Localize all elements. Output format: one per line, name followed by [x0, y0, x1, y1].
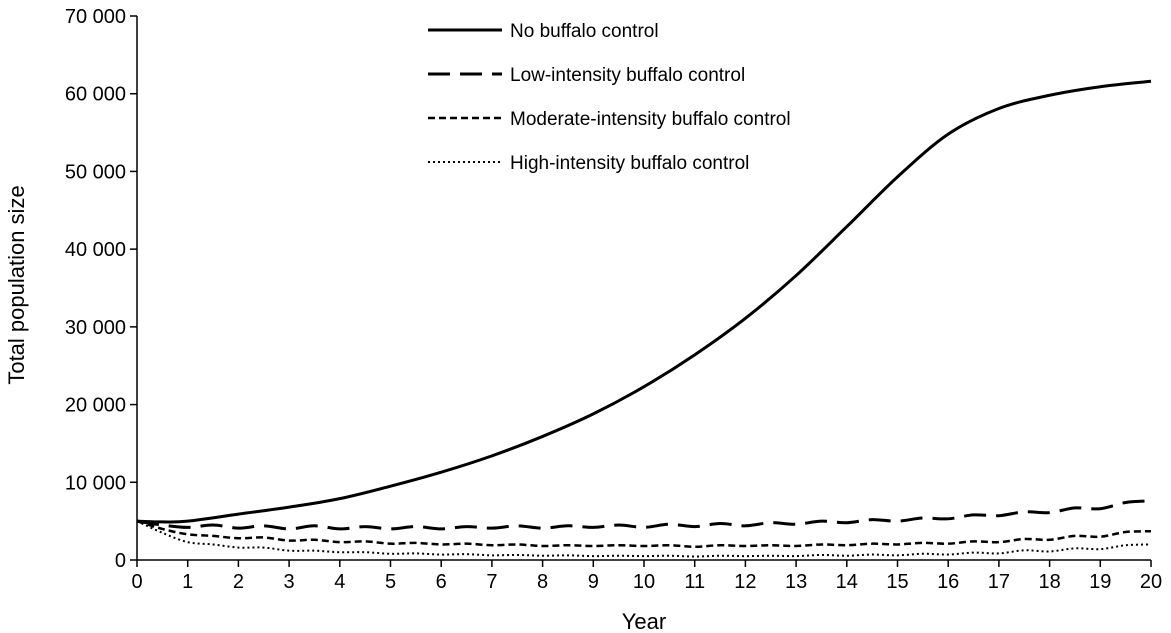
series-lines [136, 79, 1152, 558]
x-tick-label: 1 [182, 571, 193, 593]
x-tick-label: 7 [486, 571, 497, 593]
x-tick-label: 5 [385, 571, 396, 593]
y-tick-label: 20 000 [65, 395, 126, 417]
x-tick-label: 13 [785, 571, 807, 593]
x-tick-label: 11 [684, 571, 705, 593]
y-tick-label: 10 000 [65, 472, 126, 494]
legend-label: Moderate-intensity buffalo control [510, 109, 791, 130]
x-tick-label: 16 [937, 571, 959, 593]
x-tick-label: 17 [988, 571, 1010, 593]
x-tick-label: 14 [836, 571, 858, 593]
y-tick-label: 40 000 [65, 239, 126, 261]
x-tick-label: 6 [436, 571, 447, 593]
x-tick-label: 10 [633, 571, 655, 593]
y-axis-title: Total population size [4, 185, 29, 384]
x-tick-label: 9 [588, 571, 599, 593]
series-line-4 [136, 520, 1152, 558]
series-line-1 [136, 79, 1152, 524]
x-tick-label: 19 [1089, 571, 1111, 593]
series-line-3 [136, 519, 1152, 549]
y-tick-label: 0 [115, 550, 126, 572]
x-tick-label: 4 [334, 571, 345, 593]
x-tick-label: 18 [1038, 571, 1060, 593]
x-axis: 0 1 2 3 4 5 6 7 8 9 10 11 12 13 14 15 16 17 18 19 20 [131, 559, 1162, 593]
x-tick-label: 8 [537, 571, 548, 593]
legend-label: High-intensity buffalo control [510, 153, 749, 174]
legend-label: Low-intensity buffalo control [510, 65, 745, 86]
x-tick-label: 12 [734, 571, 756, 593]
x-axis-title: Year [622, 609, 666, 633]
x-tick-label: 2 [233, 571, 244, 593]
legend: No buffalo control Low-intensity buffalo … [428, 21, 791, 174]
y-axis: 0 10 000 20 000 30 000 40 000 50 000 60 000 70 … [65, 6, 138, 572]
y-tick-label: 60 000 [65, 84, 126, 106]
legend-label: No buffalo control [510, 21, 659, 42]
y-tick-label: 70 000 [65, 6, 126, 28]
x-tick-label: 15 [886, 571, 908, 593]
x-tick-label: 20 [1140, 571, 1162, 593]
x-tick-label: 0 [131, 571, 142, 593]
y-tick-label: 50 000 [65, 161, 126, 183]
x-tick-label: 3 [284, 571, 295, 593]
y-tick-label: 30 000 [65, 317, 126, 339]
series-line-2 [136, 499, 1152, 531]
